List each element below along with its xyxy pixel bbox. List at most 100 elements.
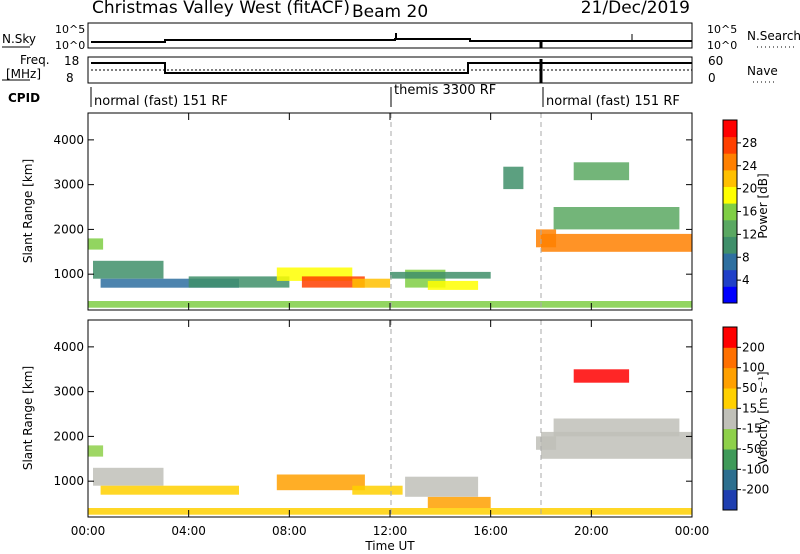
colorbar-swatch bbox=[723, 253, 737, 271]
colorbar-swatch bbox=[723, 203, 737, 221]
colorbar-swatch bbox=[723, 120, 737, 138]
y-tick-label: 3000 bbox=[53, 385, 84, 399]
power-colorbar-label: Power [dB] bbox=[756, 173, 770, 238]
scatter-region bbox=[352, 485, 403, 495]
status-left-tick-bottom: 10^0 bbox=[55, 39, 85, 52]
colorbar-tick-label: 16 bbox=[742, 205, 757, 219]
freq-tick-bottom: 8 bbox=[66, 71, 74, 85]
status-panel-frame bbox=[87, 22, 693, 49]
cpid-panel: CPID normal (fast) 151 RF themis 3300 RF… bbox=[8, 83, 680, 109]
x-tick-label: 20:00 bbox=[574, 524, 609, 538]
y-tick-label: 3000 bbox=[53, 178, 84, 192]
colorbar-swatch bbox=[723, 388, 737, 409]
colorbar-swatch bbox=[723, 327, 737, 348]
colorbar-swatch bbox=[723, 153, 737, 171]
site-title: Christmas Valley West (fitACF) bbox=[92, 0, 350, 18]
status-left-label: N.Sky bbox=[2, 32, 36, 46]
colorbar-swatch bbox=[723, 136, 737, 154]
scatter-region bbox=[93, 260, 164, 279]
scatter-region bbox=[573, 369, 630, 383]
power-y-axis: 1000 2000 3000 4000 bbox=[53, 133, 692, 281]
power-colorbar: 4 8 12 16 20 24 28 bbox=[722, 119, 757, 304]
scatter-region bbox=[405, 476, 479, 497]
velocity-colorbar: 200 100 50 15 -15 -50 -100 -200 bbox=[722, 326, 769, 511]
colorbar-swatch bbox=[723, 449, 737, 470]
nave-tick-top: 60 bbox=[708, 54, 723, 68]
freq-label-line1: Freq. bbox=[20, 53, 50, 67]
colorbar-swatch bbox=[723, 428, 737, 450]
velocity-x-axis: 00:00 04:00 08:00 12:00 16:00 20:00 00:00 bbox=[71, 320, 710, 538]
x-tick-label: 00:00 bbox=[675, 524, 710, 538]
status-right-tick-top: 10^5 bbox=[707, 23, 737, 36]
colorbar-tick-label: -200 bbox=[742, 483, 769, 497]
x-tick-label: 08:00 bbox=[272, 524, 307, 538]
power-x-axis bbox=[87, 113, 693, 310]
colorbar-tick-label: 15 bbox=[742, 401, 757, 415]
x-axis-label: Time UT bbox=[364, 539, 415, 553]
y-tick-label: 1000 bbox=[53, 267, 84, 281]
power-data-layer bbox=[88, 162, 692, 308]
colorbar-swatch bbox=[723, 219, 737, 237]
y-tick-label: 4000 bbox=[53, 133, 84, 147]
colorbar-tick-label: 12 bbox=[742, 227, 757, 241]
scatter-region bbox=[276, 474, 365, 491]
scatter-region bbox=[541, 233, 692, 252]
scatter-region bbox=[88, 238, 104, 250]
colorbar-swatch bbox=[723, 269, 737, 287]
cpid-segment-label: normal (fast) 151 RF bbox=[94, 94, 228, 109]
beam-label: Beam 20 bbox=[352, 2, 428, 22]
scatter-region bbox=[352, 278, 391, 288]
colorbar-tick-label: 28 bbox=[742, 136, 757, 150]
freq-tick-top: 18 bbox=[64, 54, 79, 68]
scatter-region bbox=[573, 162, 630, 181]
colorbar-swatch bbox=[723, 236, 737, 254]
x-tick-label: 04:00 bbox=[171, 524, 206, 538]
colorbar-tick-label: 20 bbox=[742, 182, 757, 196]
scatter-region bbox=[390, 271, 491, 279]
scatter-region bbox=[427, 280, 479, 290]
freq-label-line2: [MHz] bbox=[6, 67, 41, 81]
scatter-region bbox=[553, 418, 680, 437]
colorbar-swatch bbox=[723, 347, 737, 369]
colorbar-swatch bbox=[723, 489, 737, 511]
colorbar-tick-label: -15 bbox=[742, 422, 762, 436]
scatter-region bbox=[100, 278, 239, 288]
colorbar-swatch bbox=[723, 186, 737, 204]
velocity-data-layer bbox=[88, 369, 692, 515]
velocity-panel: 1000 2000 3000 4000 00:00 04:00 08:00 12:00 16:… bbox=[21, 319, 770, 553]
colorbar-tick-label: 200 bbox=[742, 340, 765, 354]
y-tick-label: 1000 bbox=[53, 474, 84, 488]
nave-tick-bottom: 0 bbox=[708, 71, 716, 85]
status-right-label: N.Search bbox=[747, 29, 800, 43]
scatter-region bbox=[553, 207, 680, 230]
x-tick-label: 16:00 bbox=[473, 524, 508, 538]
frequency-panel-frame bbox=[87, 56, 693, 84]
colorbar-tick-label: 8 bbox=[742, 250, 750, 264]
scatter-region bbox=[100, 485, 239, 495]
status-panel: N.Sky 10^5 10^0 10^5 10^0 N.Search bbox=[2, 22, 800, 52]
colorbar-swatch bbox=[723, 408, 737, 430]
colorbar-swatch bbox=[723, 169, 737, 187]
y-tick-label: 2000 bbox=[53, 222, 84, 236]
x-tick-label: 00:00 bbox=[71, 524, 106, 538]
frequency-panel: Freq. [MHz] 18 8 60 0 Nave bbox=[2, 53, 778, 85]
scatter-region bbox=[188, 276, 290, 288]
colorbar-tick-label: 4 bbox=[742, 273, 750, 287]
colorbar-swatch bbox=[723, 286, 737, 304]
cpid-segment-label: normal (fast) 151 RF bbox=[546, 94, 680, 109]
colorbar-tick-label: -50 bbox=[742, 442, 762, 456]
colorbar-swatch bbox=[723, 469, 737, 491]
nave-label: Nave bbox=[747, 64, 778, 78]
scatter-region bbox=[301, 276, 365, 288]
velocity-y-axis-label: Slant Range [km] bbox=[21, 366, 35, 470]
colorbar-swatch bbox=[723, 367, 737, 389]
frequency-trace bbox=[91, 62, 692, 74]
y-tick-label: 2000 bbox=[53, 429, 84, 443]
colorbar-tick-label: 50 bbox=[742, 381, 757, 395]
power-y-axis-label: Slant Range [km] bbox=[21, 159, 35, 263]
cpid-label: CPID bbox=[8, 91, 40, 105]
colorbar-frame bbox=[722, 326, 738, 511]
y-tick-label: 4000 bbox=[53, 340, 84, 354]
velocity-y-axis: 1000 2000 3000 4000 bbox=[53, 340, 692, 488]
